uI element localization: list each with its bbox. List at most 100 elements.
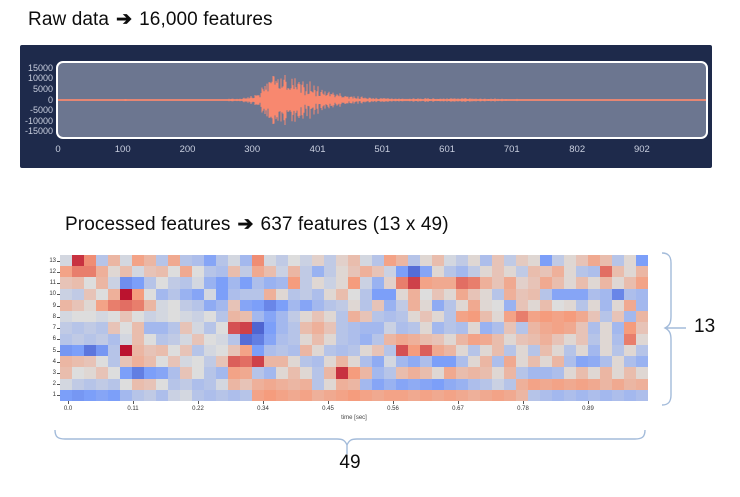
heatmap-cell	[336, 266, 348, 278]
heatmap-cell	[108, 277, 120, 289]
heatmap-cell	[228, 344, 240, 357]
heatmap-cell	[324, 266, 336, 278]
heatmap-cell	[612, 389, 624, 401]
heatmap-cell	[252, 356, 264, 368]
heatmap-cell	[468, 299, 480, 312]
heatmap-cell	[240, 389, 252, 401]
heatmap-cell	[72, 333, 84, 345]
heatmap-cell	[108, 322, 120, 334]
heatmap-cell	[72, 299, 84, 312]
heatmap-cell	[636, 389, 648, 401]
heatmap-cell	[84, 277, 96, 289]
heatmap-cell	[348, 333, 360, 345]
heatmap-cell	[300, 333, 312, 345]
heatmap-cell	[276, 277, 288, 289]
heatmap-cell	[408, 322, 420, 334]
heatmap-cell	[420, 344, 432, 357]
heatmap-cell	[132, 389, 144, 401]
heatmap-cell	[324, 322, 336, 334]
heatmap-cell	[576, 266, 588, 278]
heatmap-y-tickmark	[57, 294, 60, 296]
heatmap-cell	[132, 288, 144, 300]
heatmap-cell	[612, 344, 624, 357]
heatmap-cell	[504, 322, 516, 334]
heatmap-cell	[300, 299, 312, 312]
heatmap-cell	[408, 266, 420, 278]
heatmap-cell	[276, 266, 288, 278]
heatmap-cell	[408, 344, 420, 357]
heatmap-cell	[288, 344, 300, 357]
heatmap-cell	[576, 378, 588, 390]
heatmap-cell	[444, 288, 456, 300]
heatmap-cell	[564, 311, 576, 323]
heatmap-cell	[600, 288, 612, 300]
heatmap-y-tickmark	[57, 350, 60, 352]
heatmap-cell	[588, 299, 600, 312]
heatmap-cell	[348, 288, 360, 300]
heatmap-cell	[612, 378, 624, 390]
heatmap-cell	[612, 255, 624, 267]
heatmap-cell	[624, 344, 636, 357]
heatmap-cell	[636, 378, 648, 390]
heatmap-y-tickmark	[57, 384, 60, 386]
heatmap-cell	[492, 288, 504, 300]
heatmap-cell	[300, 378, 312, 390]
heatmap-cell	[372, 389, 384, 401]
heatmap-cell	[108, 299, 120, 312]
heatmap-cell	[180, 299, 192, 312]
heatmap-cell	[336, 288, 348, 300]
heatmap-cell	[168, 356, 180, 368]
waveform-panel: 15000 10000 5000 0 -5000 -10000 -15000 0 100 200…	[20, 45, 712, 168]
heatmap-cell	[564, 356, 576, 368]
waveform-y-tick: 15000	[27, 62, 53, 73]
heatmap-cell	[348, 255, 360, 267]
heatmap-cell	[252, 333, 264, 345]
heatmap-cell	[540, 344, 552, 357]
heatmap-cell	[192, 367, 204, 379]
heatmap-cell	[312, 333, 324, 345]
heatmap-cell	[60, 288, 72, 300]
heatmap-cell	[192, 288, 204, 300]
heatmap-cell	[624, 322, 636, 334]
heatmap-cell	[240, 322, 252, 334]
heatmap-cell	[132, 367, 144, 379]
heatmap-cell	[204, 378, 216, 390]
heatmap-cell	[504, 266, 516, 278]
heatmap-cell	[420, 378, 432, 390]
heatmap-cell	[612, 367, 624, 379]
heatmap-cell	[444, 266, 456, 278]
heatmap-y-tickmark	[57, 339, 60, 341]
heatmap-cell	[468, 378, 480, 390]
heatmap-cell	[156, 322, 168, 334]
heatmap-cell	[96, 322, 108, 334]
heatmap-cell	[252, 311, 264, 323]
heatmap-cell	[456, 378, 468, 390]
heatmap-cell	[384, 333, 396, 345]
heatmap-cell	[72, 367, 84, 379]
heatmap-cell	[204, 389, 216, 401]
heatmap-cell	[120, 255, 132, 267]
heatmap-cell	[228, 288, 240, 300]
heatmap-cell	[60, 378, 72, 390]
processed-title: Processed features ➔ 637 features (13 x 49…	[65, 213, 449, 236]
heatmap-cell	[372, 344, 384, 357]
heatmap-cell	[564, 333, 576, 345]
heatmap-cell	[264, 299, 276, 312]
heatmap-cell	[396, 356, 408, 368]
heatmap-cell	[492, 378, 504, 390]
heatmap-cell	[624, 389, 636, 401]
heatmap-cell	[276, 367, 288, 379]
heatmap-cell	[168, 389, 180, 401]
heatmap-cell	[216, 255, 228, 267]
heatmap-y-tick: 13	[49, 257, 56, 264]
heatmap-cell	[348, 322, 360, 334]
heatmap-cell	[180, 356, 192, 368]
heatmap-cell	[84, 322, 96, 334]
heatmap-cell	[240, 367, 252, 379]
heatmap-cell	[192, 389, 204, 401]
heatmap-cell	[480, 344, 492, 357]
heatmap-x-tick: 0.89	[582, 406, 594, 412]
heatmap-cell	[168, 378, 180, 390]
heatmap-cell	[96, 299, 108, 312]
waveform-line	[58, 75, 706, 125]
